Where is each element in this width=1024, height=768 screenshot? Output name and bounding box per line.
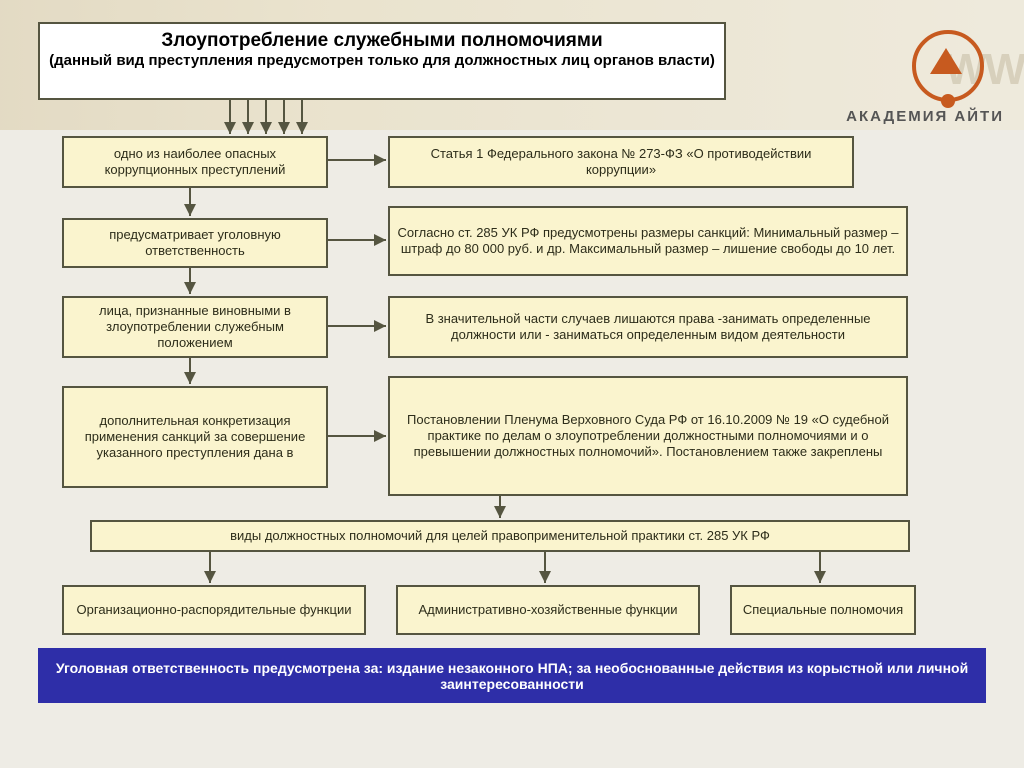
brand-logo: [912, 30, 984, 102]
title-main: Злоупотребление служебными полномочиями: [48, 30, 716, 52]
box-criminal-liability: предусматривает уголовную ответственност…: [62, 218, 328, 268]
footer-liability-note: Уголовная ответственность предусмотрена …: [38, 648, 986, 703]
box-sanction-sizes: Согласно ст. 285 УК РФ предусмотрены раз…: [388, 206, 908, 276]
box-most-dangerous: одно из наиболее опасных коррупционных п…: [62, 136, 328, 188]
box-lose-rights: В значительной части случаев лишаются пр…: [388, 296, 908, 358]
box-types-of-powers: виды должностных полномочий для целей пр…: [90, 520, 910, 552]
box-additional-sanctions: дополнительная конкретизация применения …: [62, 386, 328, 488]
box-federal-law-273: Статья 1 Федерального закона № 273-ФЗ «О…: [388, 136, 854, 188]
box-special-powers: Специальные полномочия: [730, 585, 916, 635]
box-guilty-persons: лица, признанные виновными в злоупотребл…: [62, 296, 328, 358]
box-supreme-court-ruling: Постановлении Пленума Верховного Суда РФ…: [388, 376, 908, 496]
box-admin-functions: Административно-хозяйственные функции: [396, 585, 700, 635]
diagram-title: Злоупотребление служебными полномочиями …: [38, 22, 726, 100]
brand-name: АКАДЕМИЯ АЙТИ: [846, 108, 1004, 125]
title-sub: (данный вид преступления предусмотрен то…: [48, 52, 716, 69]
box-org-functions: Организационно-распорядительные функции: [62, 585, 366, 635]
